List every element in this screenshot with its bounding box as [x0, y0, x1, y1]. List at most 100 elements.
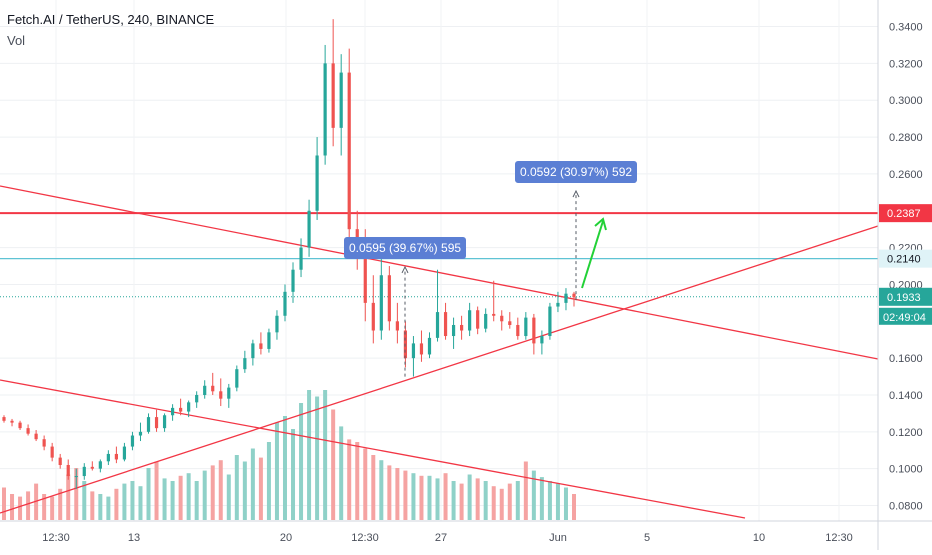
y-tick-label: 0.1600: [889, 353, 923, 365]
y-tick-label: 0.1400: [889, 390, 923, 402]
volume-bar: [499, 488, 504, 520]
volume-bar: [347, 439, 352, 520]
volume-bar: [98, 494, 103, 520]
volume-bar: [379, 460, 384, 520]
candle-body: [331, 63, 335, 128]
candle-body: [323, 63, 327, 156]
volume-bar: [363, 448, 368, 520]
candle-body: [195, 394, 199, 403]
candle-body: [548, 306, 552, 337]
candle-body: [500, 315, 504, 322]
y-tick-label: 0.0800: [889, 501, 923, 513]
measure-box: [515, 161, 637, 184]
volume-bar: [50, 496, 55, 520]
candle-body: [468, 310, 472, 331]
candle-body: [508, 321, 512, 325]
projection-arrow-head: [594, 217, 607, 231]
volume-bar: [451, 481, 456, 520]
volume-bar: [194, 481, 199, 520]
x-tick-label: 12:30: [42, 532, 70, 544]
measure-arrowhead: [572, 189, 580, 198]
candle-body: [251, 343, 255, 359]
y-tick-label: 0.3000: [889, 95, 923, 107]
volume-bar: [74, 468, 79, 520]
y-tick-label: 0.3200: [889, 58, 923, 70]
x-tick-label: 5: [644, 532, 650, 544]
volume-bar: [427, 475, 432, 520]
volume-bar: [266, 442, 271, 520]
volume-bar: [555, 483, 560, 520]
volume-bar: [170, 481, 175, 520]
volume-bar: [130, 481, 135, 520]
x-tick-label: 20: [280, 532, 292, 544]
candle-body: [524, 317, 528, 337]
candle-body: [227, 387, 231, 399]
volume-bar: [403, 470, 408, 520]
y-tick-label: 0.3400: [889, 22, 923, 34]
candle-body: [339, 72, 343, 128]
volume-bar: [355, 442, 360, 520]
projection-arrow[interactable]: [581, 220, 604, 289]
candle-body: [387, 275, 391, 322]
volume-bar: [523, 461, 528, 520]
volume-bar: [58, 488, 63, 520]
price-label-cyan: 0.2140: [887, 254, 921, 266]
volume-bar: [395, 468, 400, 520]
volume-bar: [186, 473, 191, 520]
candle-body: [476, 310, 480, 329]
x-tick-label: 12:30: [351, 532, 379, 544]
volume-bar: [2, 487, 6, 520]
volume-bar: [154, 461, 159, 520]
volume-bar: [146, 468, 151, 520]
descending-trendline-lower[interactable]: [0, 379, 746, 519]
candle-body: [532, 317, 536, 344]
price-label-box: [879, 287, 932, 306]
candle-body: [106, 453, 110, 462]
measure-arrowhead: [401, 265, 409, 274]
x-tick-label: 10: [753, 532, 765, 544]
candle-body: [419, 343, 424, 355]
candle-body: [516, 324, 520, 337]
volume-bar: [218, 460, 223, 520]
volume-bar: [42, 494, 47, 520]
ascending-trendline[interactable]: [0, 225, 879, 514]
volume-bar: [307, 390, 312, 520]
x-tick-label: 27: [435, 532, 447, 544]
volume-bar: [371, 455, 376, 520]
volume-bar: [459, 483, 464, 520]
candle-body: [307, 210, 311, 248]
descending-trendline-upper[interactable]: [0, 185, 879, 360]
volume-bar: [291, 429, 296, 520]
volume-bar: [315, 396, 320, 520]
volume-bar: [411, 473, 416, 520]
candle-body: [572, 293, 576, 298]
measure-box: [344, 236, 466, 259]
candle-body: [82, 466, 86, 477]
candle-body: [259, 343, 263, 349]
measure-label-1: 0.0595 (39.67%) 595: [349, 241, 461, 255]
candle-body: [484, 313, 488, 329]
candle-body: [315, 155, 319, 211]
x-tick-label: Jun: [549, 532, 567, 544]
candle-body: [50, 446, 54, 458]
volume-bar: [10, 494, 15, 520]
volume-bar: [331, 409, 336, 520]
volume-bar: [435, 478, 440, 520]
volume-bar: [467, 474, 472, 520]
volume-bar: [547, 481, 552, 520]
candle-body: [435, 312, 440, 338]
price-label-green: 0.1933: [887, 292, 921, 304]
candle-body: [90, 466, 94, 469]
y-tick-label: 0.1200: [889, 427, 923, 439]
candle-body: [235, 369, 239, 388]
volume-bar: [539, 477, 544, 520]
candle-body: [451, 324, 456, 337]
candle-body: [114, 453, 118, 460]
candle-body: [162, 415, 167, 429]
candle-body: [74, 476, 78, 478]
candle-body: [10, 420, 14, 423]
candle-body: [427, 337, 432, 355]
volume-bar: [443, 473, 448, 520]
